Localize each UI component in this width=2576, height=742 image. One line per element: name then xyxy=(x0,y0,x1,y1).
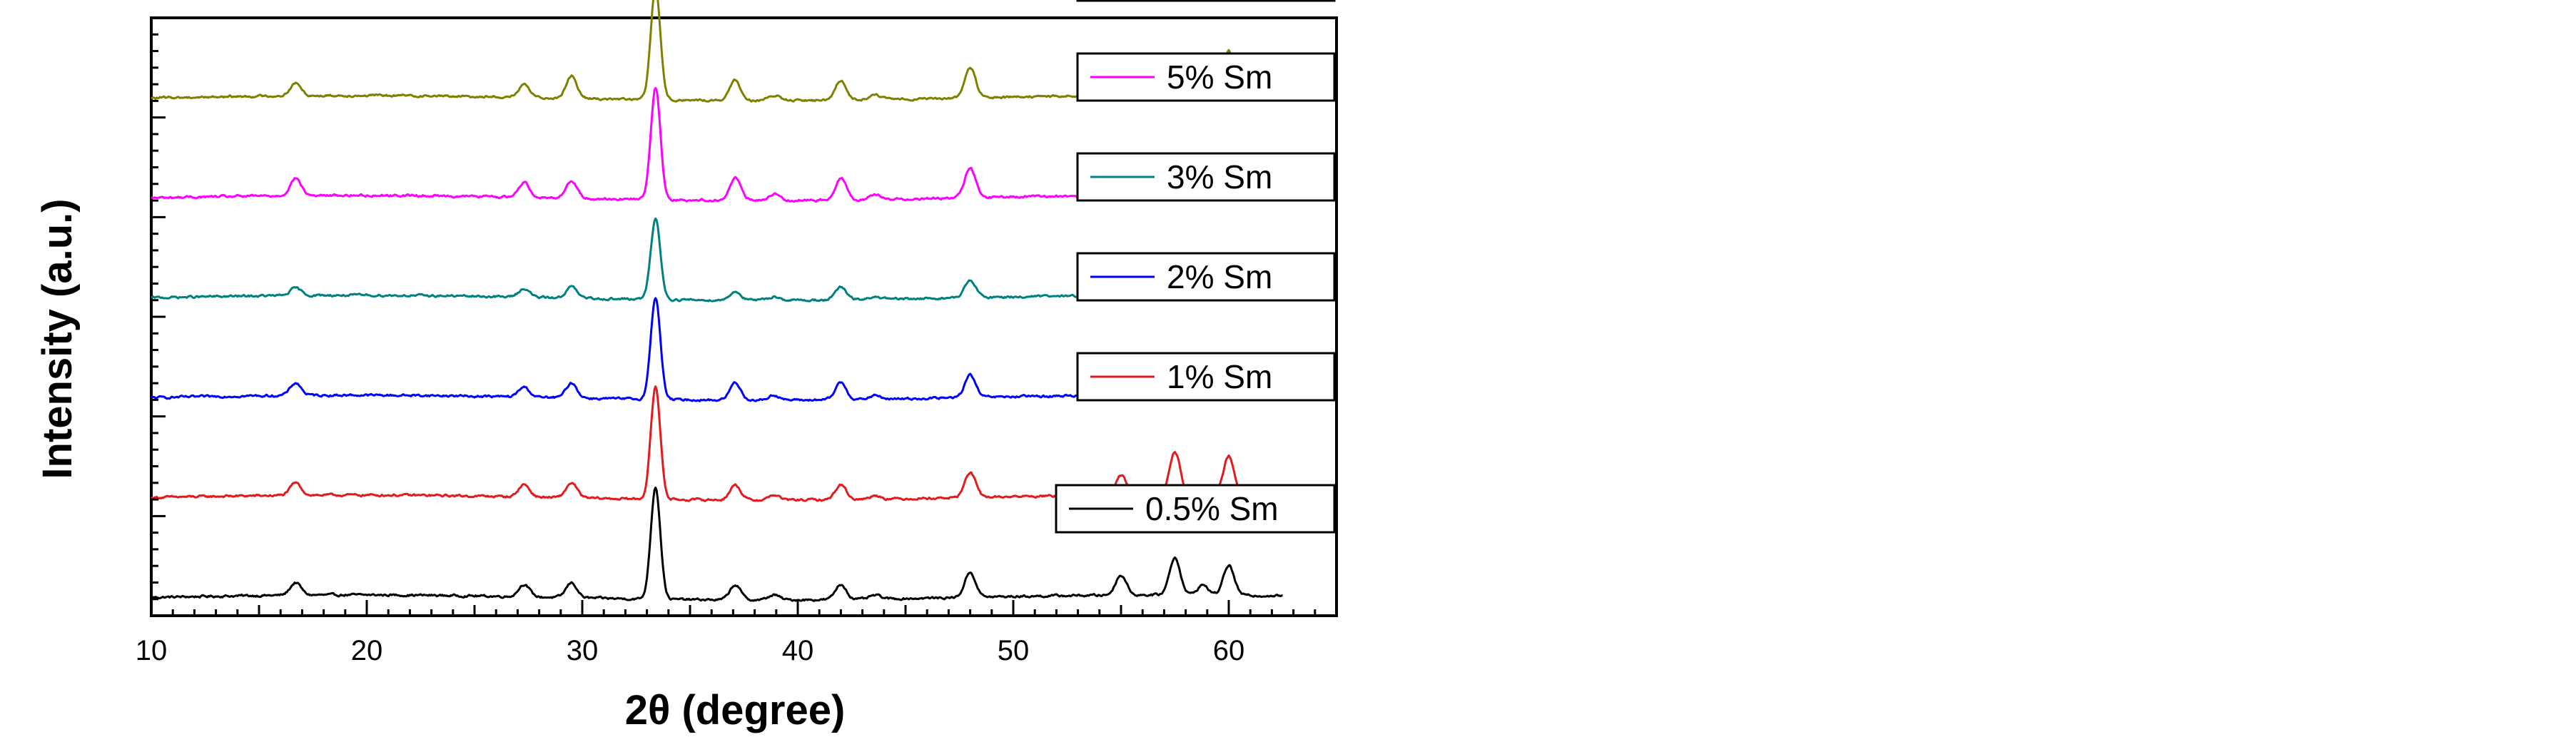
legend-box-5 xyxy=(1076,0,1336,2)
x-tick-label: 50 xyxy=(998,635,1030,666)
legend-layer: 0.5% Sm1% Sm2% Sm3% Sm5% Sm8% Sm xyxy=(1055,0,1336,534)
legend-label-3: 3% Sm xyxy=(1167,158,1272,195)
x-tick-label: 60 xyxy=(1213,635,1245,666)
legend-label-1: 1% Sm xyxy=(1167,358,1272,395)
x-tick-label: 40 xyxy=(782,635,814,666)
legend-box-2 xyxy=(1076,252,1336,302)
series-line-0 xyxy=(151,486,1283,602)
legend-label-4: 5% Sm xyxy=(1167,59,1272,96)
x-tick-label: 20 xyxy=(351,635,383,666)
legend-label-0: 0.5% Sm xyxy=(1145,490,1279,527)
y-axis-title: Intensity (a.u.) xyxy=(34,198,81,479)
x-tick-label: 10 xyxy=(136,635,168,666)
x-tick-label: 30 xyxy=(567,635,599,666)
axis-layer: 10 20 30 40 50 60 xyxy=(136,16,1338,666)
series-line-1 xyxy=(150,385,1284,502)
legend-label-2: 2% Sm xyxy=(1167,258,1272,295)
x-axis-title: 2θ (degree) xyxy=(625,687,846,733)
